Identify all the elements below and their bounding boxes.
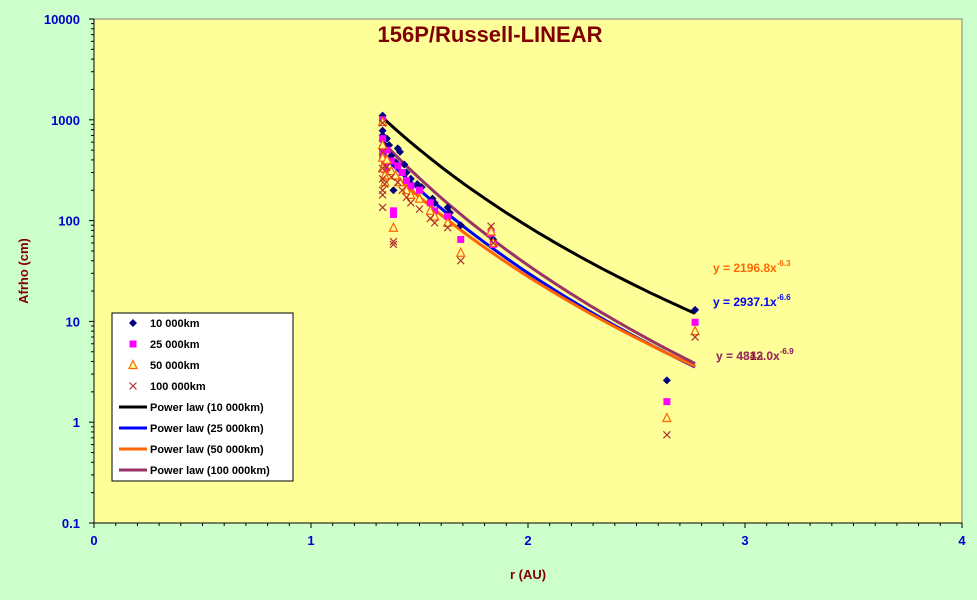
data-point bbox=[416, 186, 423, 194]
data-point bbox=[661, 412, 672, 423]
y-axis-title: Afrho (cm) bbox=[16, 238, 31, 304]
data-point bbox=[663, 398, 671, 406]
data-point bbox=[380, 180, 389, 189]
data-point bbox=[425, 204, 436, 215]
y-tick-label: 1000 bbox=[51, 113, 80, 128]
data-point bbox=[387, 173, 396, 182]
data-point bbox=[690, 325, 701, 336]
legend-label: 100 000km bbox=[150, 381, 206, 393]
data-point bbox=[389, 207, 397, 215]
legend-label: 10 000km bbox=[150, 318, 200, 330]
legend-label: Power law (25 000km) bbox=[150, 423, 264, 435]
legend: 10 000km 25 000km 50 000km 100 000km Power l… bbox=[111, 312, 294, 482]
data-points bbox=[377, 111, 701, 439]
legend-marker bbox=[129, 382, 137, 390]
data-point bbox=[691, 318, 699, 326]
x-axis-title: r (AU) bbox=[510, 567, 546, 582]
legend-label: Power law (50 000km) bbox=[150, 444, 264, 456]
data-point bbox=[402, 176, 410, 184]
axes: 0.1 1 10 100 1000 10000 0 1 2 3 4 bbox=[44, 12, 967, 548]
y-tick-label: 1 bbox=[73, 415, 80, 430]
data-point bbox=[377, 139, 388, 150]
data-point bbox=[387, 157, 395, 165]
data-point bbox=[444, 212, 452, 220]
data-point bbox=[389, 186, 398, 195]
trendline-equation: y = 4312.0x-6.9 bbox=[716, 347, 794, 363]
data-point bbox=[389, 240, 398, 249]
data-point bbox=[398, 186, 407, 195]
legend-label: Power law (10 000km) bbox=[150, 402, 264, 414]
data-point bbox=[383, 163, 391, 171]
data-point bbox=[378, 164, 387, 173]
trendline-equations: y = 2196.8x-6.3 y = 2937.1x-6.6 y = 4312.0… bbox=[713, 259, 794, 363]
data-point bbox=[415, 205, 424, 214]
data-point bbox=[400, 160, 409, 169]
data-point bbox=[394, 162, 402, 170]
data-point bbox=[489, 239, 498, 247]
data-point bbox=[414, 192, 425, 203]
data-point bbox=[691, 333, 700, 341]
legend-marker bbox=[128, 359, 138, 370]
data-point bbox=[378, 190, 387, 199]
x-tick-label: 1 bbox=[307, 533, 314, 548]
data-point bbox=[378, 174, 387, 183]
legend-marker bbox=[129, 340, 137, 348]
legend-marker bbox=[129, 319, 137, 327]
data-point bbox=[456, 221, 465, 230]
fit-line bbox=[381, 116, 696, 315]
data-point bbox=[486, 225, 497, 236]
data-point bbox=[443, 223, 452, 232]
chart-title: 156P/Russell-LINEAR bbox=[378, 22, 603, 47]
data-point bbox=[381, 154, 392, 165]
data-point bbox=[379, 135, 387, 143]
trendline-equation: y = 4843.0x-6.9 bbox=[716, 347, 794, 363]
data-point bbox=[398, 169, 406, 177]
legend-label: 25 000km bbox=[150, 339, 200, 351]
data-point bbox=[456, 256, 465, 265]
data-point bbox=[378, 203, 387, 212]
trendline-equation: y = 2196.8x-6.3 bbox=[713, 259, 791, 275]
data-point bbox=[426, 199, 434, 207]
data-point bbox=[395, 147, 404, 156]
data-point bbox=[386, 165, 397, 176]
legend-label: Power law (100 000km) bbox=[150, 465, 270, 477]
fit-line bbox=[381, 140, 696, 365]
data-point bbox=[691, 305, 700, 314]
x-tick-label: 0 bbox=[90, 533, 97, 548]
data-point bbox=[455, 246, 466, 257]
data-point bbox=[442, 217, 453, 227]
data-point bbox=[389, 210, 397, 218]
data-point bbox=[378, 126, 387, 135]
data-point bbox=[430, 218, 439, 227]
trendline-equation: y = 2937.1x-6.6 bbox=[713, 293, 791, 309]
data-point bbox=[393, 178, 402, 187]
x-tick-label: 3 bbox=[741, 533, 748, 548]
data-point bbox=[388, 221, 399, 232]
data-point bbox=[406, 198, 415, 207]
data-point bbox=[457, 235, 465, 243]
legend-box bbox=[111, 312, 294, 482]
y-tick-label: 10 bbox=[66, 314, 80, 329]
data-point bbox=[487, 222, 496, 231]
data-point bbox=[378, 148, 387, 156]
data-point bbox=[378, 119, 387, 127]
x-tick-label: 4 bbox=[958, 533, 966, 548]
data-point bbox=[389, 237, 398, 246]
data-point bbox=[662, 376, 671, 385]
data-point bbox=[407, 182, 415, 190]
data-point bbox=[402, 193, 411, 202]
data-point bbox=[383, 146, 391, 154]
y-tick-label: 0.1 bbox=[62, 516, 80, 531]
x-tick-label: 2 bbox=[524, 533, 531, 548]
legend-label: 50 000km bbox=[150, 360, 200, 372]
y-tick-label: 100 bbox=[58, 214, 80, 229]
y-tick-label: 10000 bbox=[44, 12, 80, 27]
data-point bbox=[662, 430, 671, 439]
